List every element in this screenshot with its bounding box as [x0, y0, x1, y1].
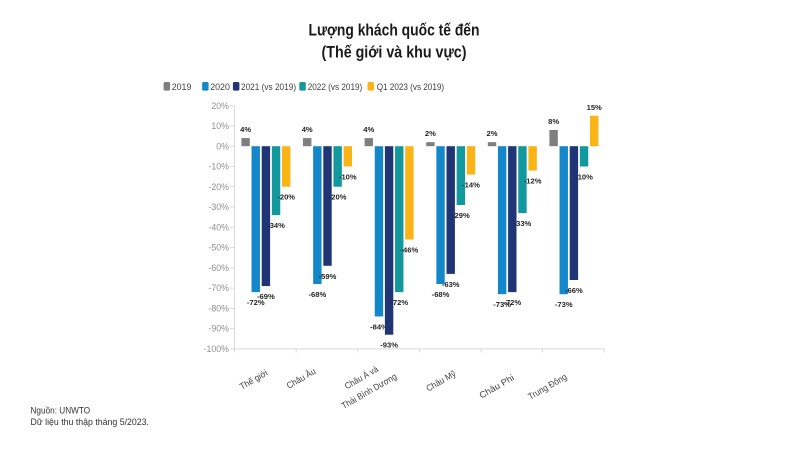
svg-text:0%: 0%: [216, 141, 229, 151]
svg-text:4%: 4%: [240, 125, 251, 134]
svg-text:-80%: -80%: [208, 304, 229, 314]
svg-text:-73%: -73%: [555, 300, 573, 309]
svg-text:-73%: -73%: [493, 300, 511, 309]
svg-text:-40%: -40%: [208, 222, 229, 232]
svg-text:Nguồn: UNWTO: Nguồn: UNWTO: [31, 405, 91, 415]
svg-text:-72%: -72%: [247, 298, 265, 307]
svg-text:15%: 15%: [587, 103, 602, 112]
svg-text:-20%: -20%: [208, 182, 229, 192]
svg-text:-84%: -84%: [370, 322, 388, 331]
svg-text:-72%: -72%: [503, 298, 521, 307]
svg-text:2%: 2%: [425, 129, 436, 138]
svg-text:20%: 20%: [211, 101, 229, 111]
svg-text:8%: 8%: [548, 117, 559, 126]
svg-text:-66%: -66%: [565, 286, 583, 295]
svg-text:-90%: -90%: [208, 324, 229, 334]
svg-text:-46%: -46%: [401, 245, 419, 254]
svg-text:-14%: -14%: [462, 181, 480, 190]
svg-text:-72%: -72%: [390, 298, 408, 307]
svg-text:Q1 2023 (vs 2019): Q1 2023 (vs 2019): [377, 82, 444, 92]
svg-text:-69%: -69%: [257, 292, 275, 301]
svg-text:-20%: -20%: [329, 193, 347, 202]
svg-text:-50%: -50%: [208, 243, 229, 253]
svg-text:2%: 2%: [487, 129, 498, 138]
svg-text:(Thế giới và khu vực): (Thế giới và khu vực): [322, 44, 467, 62]
svg-text:-29%: -29%: [452, 211, 470, 220]
svg-text:-10%: -10%: [575, 172, 593, 181]
svg-text:-10%: -10%: [208, 162, 229, 172]
svg-text:2022 (vs 2019): 2022 (vs 2019): [308, 82, 363, 92]
svg-text:-10%: -10%: [339, 172, 357, 181]
svg-text:-100%: -100%: [204, 344, 230, 354]
svg-text:10%: 10%: [211, 121, 229, 131]
svg-text:-59%: -59%: [319, 272, 337, 281]
svg-text:-12%: -12%: [524, 177, 542, 186]
svg-text:-33%: -33%: [514, 219, 532, 228]
svg-text:Dữ liệu thu thập tháng 5/2023.: Dữ liệu thu thập tháng 5/2023.: [31, 417, 150, 427]
svg-text:4%: 4%: [363, 125, 374, 134]
svg-text:2020: 2020: [210, 82, 230, 92]
svg-text:2019: 2019: [172, 82, 192, 92]
svg-text:-70%: -70%: [208, 283, 229, 293]
svg-text:-93%: -93%: [380, 341, 398, 350]
svg-text:-30%: -30%: [208, 202, 229, 212]
svg-text:-20%: -20%: [277, 193, 295, 202]
svg-text:4%: 4%: [302, 125, 313, 134]
svg-text:-63%: -63%: [442, 280, 460, 289]
svg-text:-34%: -34%: [267, 221, 285, 230]
svg-text:-68%: -68%: [432, 290, 450, 299]
svg-text:-60%: -60%: [208, 263, 229, 273]
svg-text:Lượng khách quốc tế đến: Lượng khách quốc tế đến: [309, 22, 480, 40]
svg-text:-68%: -68%: [308, 290, 326, 299]
svg-text:2021 (vs 2019): 2021 (vs 2019): [241, 82, 296, 92]
